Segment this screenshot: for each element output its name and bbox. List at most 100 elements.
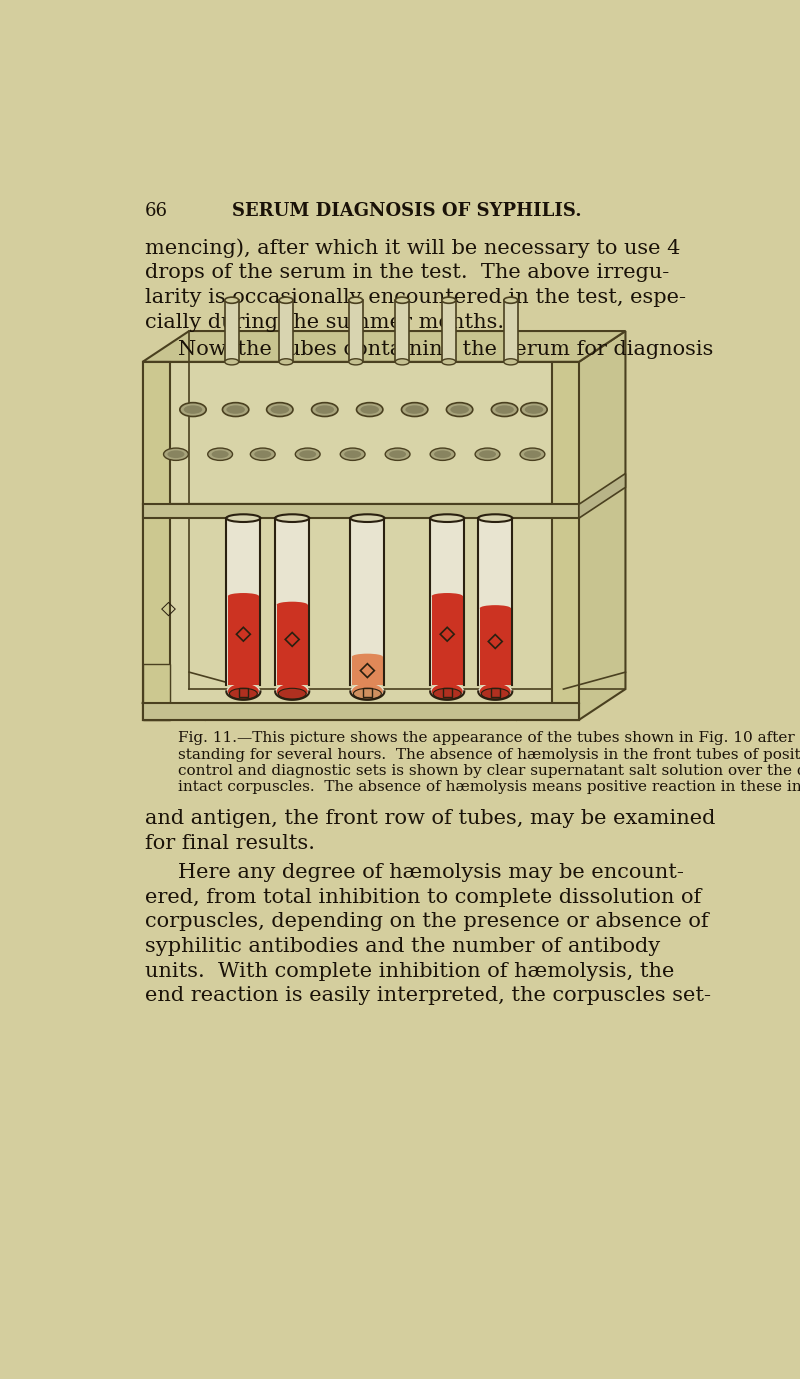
- Ellipse shape: [395, 359, 410, 365]
- Bar: [430, 519, 464, 685]
- Ellipse shape: [180, 403, 206, 416]
- Ellipse shape: [277, 684, 308, 699]
- Ellipse shape: [475, 448, 500, 461]
- Text: and antigen, the front row of tubes, may be examined: and antigen, the front row of tubes, may…: [145, 809, 715, 829]
- Ellipse shape: [226, 405, 245, 414]
- Ellipse shape: [211, 451, 229, 458]
- Text: end reaction is easily interpreted, the corpuscles set-: end reaction is easily interpreted, the …: [145, 986, 711, 1005]
- Bar: [362, 688, 372, 696]
- Text: 66: 66: [145, 203, 168, 221]
- Ellipse shape: [450, 405, 469, 414]
- Ellipse shape: [163, 448, 188, 461]
- Ellipse shape: [434, 451, 451, 458]
- Bar: [442, 688, 452, 696]
- Bar: [279, 301, 293, 361]
- Ellipse shape: [184, 405, 202, 414]
- Bar: [238, 688, 248, 696]
- Ellipse shape: [208, 448, 233, 461]
- Text: mencing), after which it will be necessary to use 4: mencing), after which it will be necessa…: [145, 239, 680, 258]
- Ellipse shape: [360, 405, 379, 414]
- Text: control and diagnostic sets is shown by clear supernatant salt solution over the: control and diagnostic sets is shown by …: [178, 764, 800, 778]
- Ellipse shape: [352, 654, 383, 659]
- Ellipse shape: [395, 296, 410, 303]
- Polygon shape: [552, 361, 579, 720]
- Text: ered, from total inhibition to complete dissolution of: ered, from total inhibition to complete …: [145, 888, 701, 907]
- Bar: [490, 688, 500, 696]
- Ellipse shape: [430, 683, 464, 701]
- Bar: [225, 301, 238, 361]
- Ellipse shape: [250, 448, 275, 461]
- Ellipse shape: [222, 403, 249, 416]
- Text: cially during the summer months.: cially during the summer months.: [145, 313, 504, 331]
- Ellipse shape: [279, 359, 293, 365]
- Ellipse shape: [389, 451, 406, 458]
- Ellipse shape: [270, 405, 289, 414]
- Bar: [442, 301, 456, 361]
- Ellipse shape: [278, 688, 306, 699]
- Ellipse shape: [446, 403, 473, 416]
- Ellipse shape: [279, 296, 293, 303]
- Ellipse shape: [504, 296, 518, 303]
- Ellipse shape: [357, 403, 383, 416]
- Text: Now, the tubes containing the serum for diagnosis: Now, the tubes containing the serum for …: [178, 341, 713, 360]
- Polygon shape: [142, 665, 170, 720]
- Ellipse shape: [482, 688, 509, 699]
- Ellipse shape: [275, 683, 310, 701]
- Ellipse shape: [480, 684, 510, 699]
- Text: ◇: ◇: [161, 598, 176, 618]
- Ellipse shape: [275, 514, 310, 523]
- Polygon shape: [142, 361, 579, 505]
- Polygon shape: [142, 505, 579, 720]
- Ellipse shape: [340, 448, 365, 461]
- Bar: [478, 519, 512, 685]
- Bar: [480, 608, 510, 685]
- Ellipse shape: [225, 359, 238, 365]
- Bar: [275, 519, 310, 685]
- Polygon shape: [142, 331, 626, 361]
- Text: Fig. 11.—This picture shows the appearance of the tubes shown in Fig. 10 after: Fig. 11.—This picture shows the appearan…: [178, 731, 794, 746]
- Ellipse shape: [311, 403, 338, 416]
- Ellipse shape: [266, 403, 293, 416]
- Bar: [226, 519, 261, 685]
- Polygon shape: [142, 505, 579, 519]
- Ellipse shape: [228, 593, 259, 600]
- Ellipse shape: [432, 684, 462, 699]
- Ellipse shape: [344, 451, 361, 458]
- Text: syphilitic antibodies and the number of antibody: syphilitic antibodies and the number of …: [145, 936, 660, 956]
- Ellipse shape: [491, 403, 518, 416]
- Ellipse shape: [295, 448, 320, 461]
- Text: intact corpuscles.  The absence of hæmolysis means positive reaction in these in: intact corpuscles. The absence of hæmoly…: [178, 781, 800, 794]
- Text: units.  With complete inhibition of hæmolysis, the: units. With complete inhibition of hæmol…: [145, 961, 674, 980]
- Bar: [395, 301, 410, 361]
- Ellipse shape: [402, 403, 428, 416]
- Bar: [504, 301, 518, 361]
- Polygon shape: [142, 361, 170, 720]
- Ellipse shape: [349, 296, 362, 303]
- Text: larity is occasionally encountered in the test, espe-: larity is occasionally encountered in th…: [145, 288, 686, 308]
- Ellipse shape: [350, 514, 385, 523]
- Ellipse shape: [504, 359, 518, 365]
- Ellipse shape: [230, 688, 258, 699]
- Ellipse shape: [277, 601, 308, 608]
- Ellipse shape: [228, 684, 259, 699]
- Bar: [432, 596, 462, 685]
- Ellipse shape: [386, 448, 410, 461]
- Ellipse shape: [406, 405, 424, 414]
- Ellipse shape: [430, 514, 464, 523]
- Ellipse shape: [478, 514, 512, 523]
- Ellipse shape: [480, 605, 510, 611]
- Ellipse shape: [525, 405, 543, 414]
- Bar: [277, 605, 308, 685]
- Ellipse shape: [442, 359, 456, 365]
- Bar: [350, 519, 385, 685]
- Ellipse shape: [521, 403, 547, 416]
- Ellipse shape: [167, 451, 185, 458]
- Ellipse shape: [350, 683, 385, 701]
- Ellipse shape: [254, 451, 271, 458]
- Bar: [349, 301, 362, 361]
- Ellipse shape: [524, 451, 541, 458]
- Ellipse shape: [349, 359, 362, 365]
- Polygon shape: [579, 331, 626, 720]
- Text: standing for several hours.  The absence of hæmolysis in the front tubes of posi: standing for several hours. The absence …: [178, 747, 800, 761]
- Text: for final results.: for final results.: [145, 834, 315, 852]
